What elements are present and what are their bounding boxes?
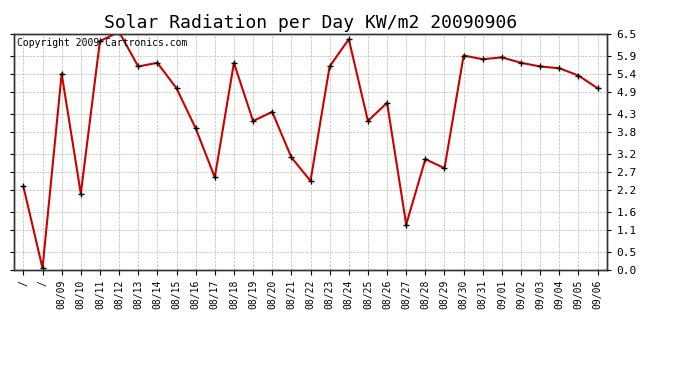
- Title: Solar Radiation per Day KW/m2 20090906: Solar Radiation per Day KW/m2 20090906: [104, 14, 517, 32]
- Text: Copyright 2009 Cartronics.com: Copyright 2009 Cartronics.com: [17, 39, 187, 48]
